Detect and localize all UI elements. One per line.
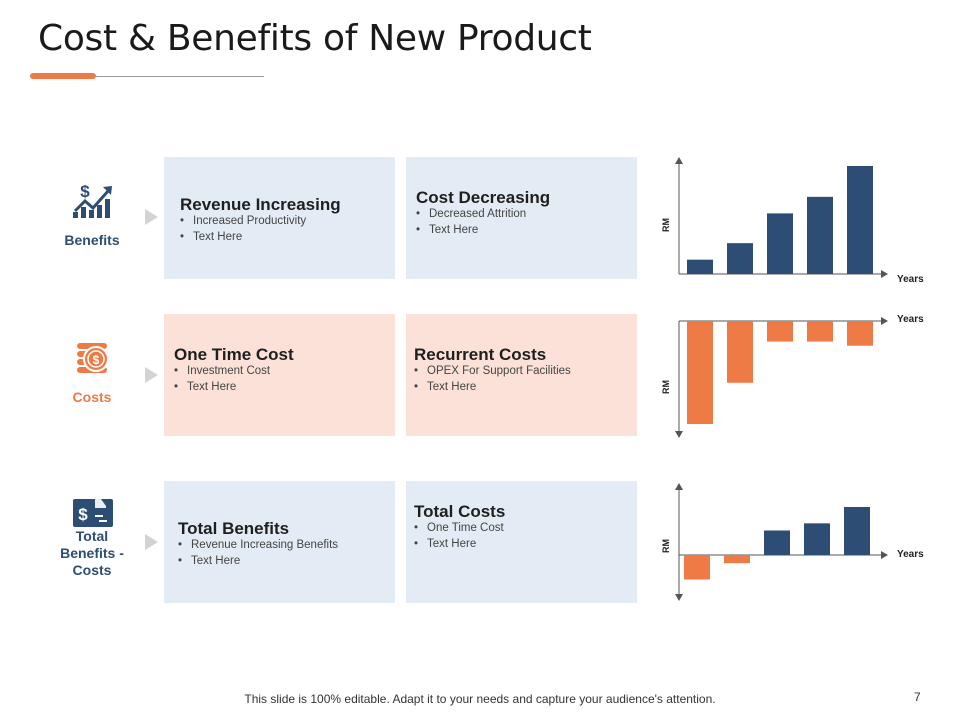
y-axis-label: RM — [661, 539, 671, 553]
chart-bar — [727, 321, 753, 383]
card-one-time-cost: One Time Cost Investment Cost Text Here — [164, 314, 395, 436]
chart-bar — [687, 321, 713, 424]
x-axis-arrow — [881, 270, 888, 278]
bullet-item: One Time Cost — [414, 521, 504, 537]
bullet-item: Increased Productivity — [180, 214, 306, 230]
chart-bar — [804, 523, 830, 555]
bullet-item: Revenue Increasing Benefits — [178, 538, 338, 554]
chart-bar — [767, 213, 793, 274]
row-label-total: Total Benefits - Costs — [60, 528, 124, 578]
chart-bar — [724, 555, 750, 564]
footer-note: This slide is 100% editable. Adapt it to… — [244, 692, 716, 706]
bullet-item: Text Here — [178, 554, 338, 570]
card-total-costs: Total Costs One Time Cost Text Here — [406, 481, 637, 603]
card-bullets: Investment Cost Text Here — [174, 364, 270, 395]
card-title: Total Costs — [414, 502, 506, 521]
title-underline — [30, 76, 264, 77]
chart-bar — [684, 555, 710, 580]
row-arrow-benefits — [145, 209, 158, 225]
svg-text:$: $ — [80, 182, 90, 201]
money-bill-icon: $ — [72, 497, 114, 534]
x-axis-label: Years — [897, 274, 924, 285]
bullet-item: Text Here — [414, 537, 504, 553]
chart-bar — [847, 166, 873, 274]
net-chart: Years RM — [661, 483, 924, 601]
chart-bar — [687, 259, 713, 274]
row-arrow-costs — [145, 367, 158, 383]
costs-chart: Years RM — [661, 314, 924, 438]
row-arrow-total — [145, 534, 158, 550]
card-bullets: Increased Productivity Text Here — [180, 214, 306, 245]
y-axis-label: RM — [661, 218, 671, 232]
chart-bar — [764, 530, 790, 555]
bullet-item: Decreased Attrition — [416, 207, 526, 223]
y-axis-arrow — [675, 594, 683, 601]
bullet-item: Text Here — [180, 230, 306, 246]
card-bullets: Revenue Increasing Benefits Text Here — [178, 538, 338, 569]
chart-bar — [767, 321, 793, 342]
card-title: Total Benefits — [178, 519, 290, 538]
chart-bar — [807, 321, 833, 342]
benefits-chart: Years RM — [661, 157, 924, 285]
x-axis-label: Years — [897, 549, 924, 560]
card-bullets: Decreased Attrition Text Here — [416, 207, 526, 238]
chart-bar — [844, 507, 870, 555]
card-title: Revenue Increasing — [180, 195, 341, 214]
chart-bar — [807, 196, 833, 274]
card-bullets: OPEX For Support Facilities Text Here — [414, 364, 571, 395]
y-axis-arrow — [675, 157, 683, 164]
title-accent-bar — [30, 73, 96, 79]
card-cost-decreasing: Cost Decreasing Decreased Attrition Text… — [406, 157, 637, 279]
x-axis-arrow — [881, 551, 888, 559]
chart-bar — [727, 243, 753, 274]
bullet-item: Text Here — [414, 380, 571, 396]
row-label-benefits: Benefits — [64, 232, 120, 248]
y-axis-arrow — [675, 483, 683, 490]
card-title: One Time Cost — [174, 345, 294, 364]
card-total-benefits: Total Benefits Revenue Increasing Benefi… — [164, 481, 395, 603]
card-title: Recurrent Costs — [414, 345, 547, 364]
bullet-item: OPEX For Support Facilities — [414, 364, 571, 380]
row-label-costs: Costs — [72, 389, 112, 405]
coins-icon: $ — [74, 340, 114, 383]
page-number: 7 — [914, 690, 921, 704]
card-title: Cost Decreasing — [416, 188, 551, 207]
y-axis-label: RM — [661, 380, 671, 394]
bullet-item: Text Here — [416, 223, 526, 239]
svg-text:$: $ — [93, 353, 100, 367]
chart-bar — [847, 321, 873, 346]
x-axis-arrow — [881, 317, 888, 325]
card-bullets: One Time Cost Text Here — [414, 521, 504, 552]
card-recurrent-costs: Recurrent Costs OPEX For Support Facilit… — [406, 314, 637, 436]
card-revenue-increasing: Revenue Increasing Increased Productivit… — [164, 157, 395, 279]
y-axis-arrow — [675, 431, 683, 438]
page-title: Cost & Benefits of New Product — [38, 18, 592, 59]
dollar-growth-icon: $ — [71, 181, 115, 224]
bullet-item: Investment Cost — [174, 364, 270, 380]
svg-text:$: $ — [78, 505, 88, 524]
x-axis-label: Years — [897, 314, 924, 325]
bullet-item: Text Here — [174, 380, 270, 396]
